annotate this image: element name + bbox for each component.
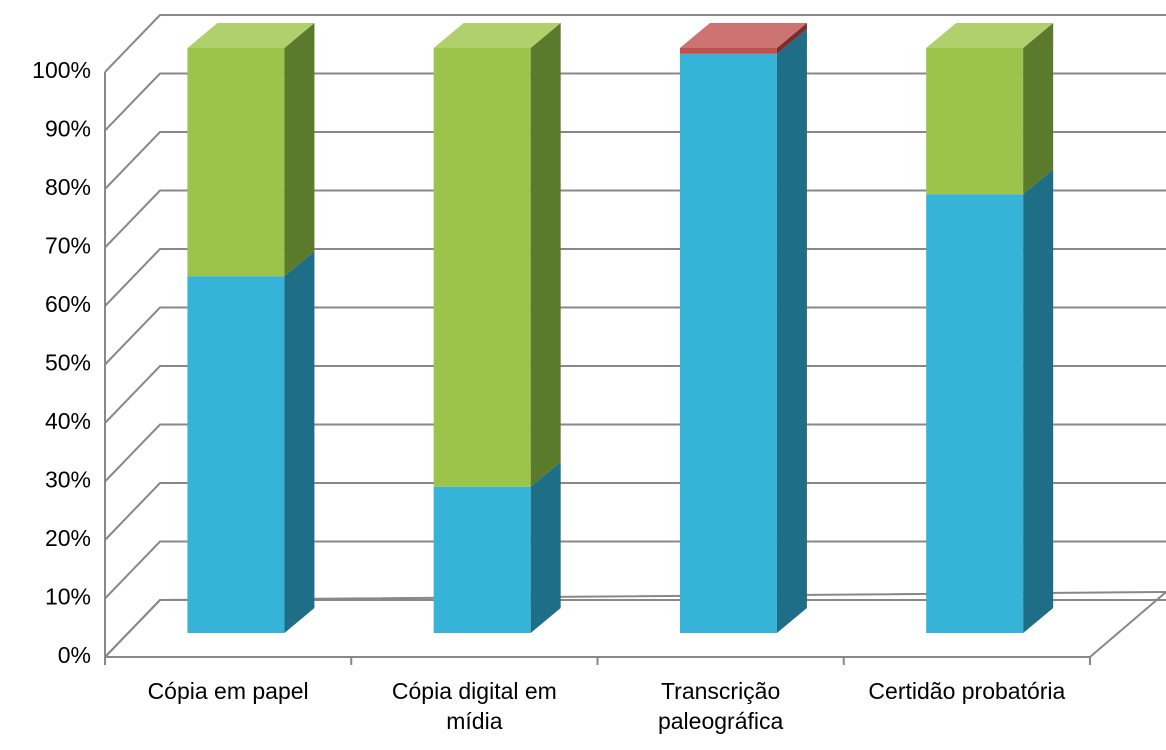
y-tick-label: 50% (45, 350, 91, 376)
y-tick-label: 10% (45, 584, 91, 610)
x-tick-label: Cópia digital em mídia (391, 678, 557, 734)
bar-side (1023, 169, 1054, 633)
y-tick-label: 40% (45, 408, 91, 434)
bar-side (776, 28, 807, 634)
bar-top (433, 23, 561, 48)
bar-side (776, 23, 807, 54)
grid-line (104, 306, 1166, 366)
y-tick-label: 90% (45, 116, 91, 142)
bar-side (530, 461, 561, 633)
bar-side (284, 251, 315, 633)
grid-line (104, 423, 1166, 483)
y-tick-label: 70% (45, 233, 91, 259)
grid-line (104, 189, 1166, 249)
y-tick-label: 80% (45, 174, 91, 200)
bar-segment (679, 48, 777, 54)
bar-side (1023, 23, 1054, 195)
y-tick-label: 0% (58, 642, 91, 668)
grid-line (104, 365, 1166, 424)
grid-line (104, 482, 1166, 541)
x-tick-label: Transcrição paleográfica (657, 678, 784, 734)
grid-line (104, 72, 1166, 132)
grid-line (104, 540, 1166, 600)
bar-top (187, 23, 315, 48)
bar-top (926, 23, 1054, 48)
y-tick-label: 60% (45, 291, 91, 317)
bar-side (530, 23, 561, 487)
floor-right (1089, 591, 1166, 658)
grid-line (104, 14, 1166, 73)
bar-segment (187, 48, 285, 277)
grid-line (104, 599, 1166, 658)
y-tick-label: 100% (32, 57, 91, 83)
bar-segment (433, 48, 531, 487)
grid-line (104, 131, 1166, 190)
y-tick-label: 30% (45, 467, 91, 493)
x-tick-label: Certidão probatória (868, 678, 1066, 704)
y-tick-label: 20% (45, 525, 91, 551)
bar-top (679, 23, 807, 48)
bar-segment (187, 276, 285, 633)
grid-line (104, 248, 1166, 307)
bar-segment (926, 48, 1024, 195)
x-tick-label: Cópia em papel (147, 678, 309, 704)
bar-segment (679, 53, 777, 634)
bar-segment (433, 486, 531, 633)
bar-segment (926, 194, 1024, 633)
bar-side (284, 23, 315, 277)
